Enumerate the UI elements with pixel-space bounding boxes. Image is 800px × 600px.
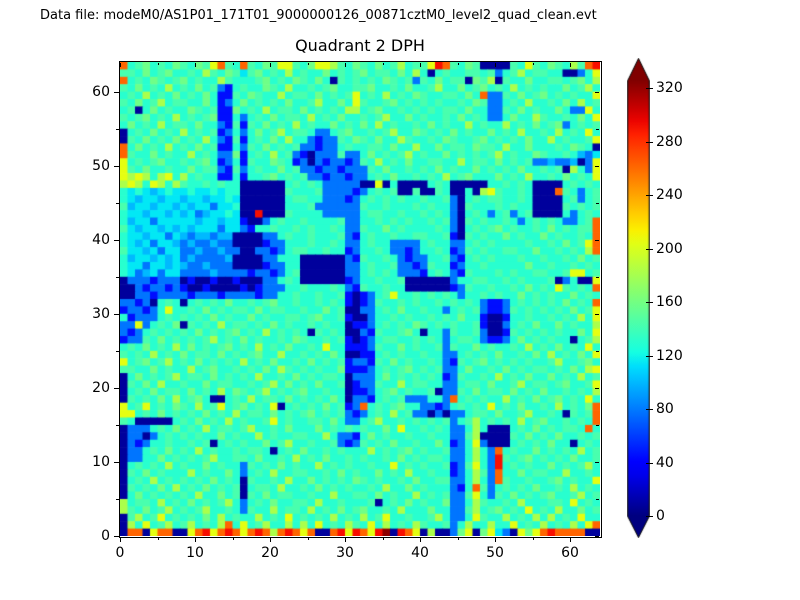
y-major-tick (114, 91, 119, 93)
y-minor-tick (116, 350, 119, 352)
y-right-minor-tick (596, 350, 599, 352)
y-tick-label: 40 (92, 231, 110, 248)
x-top-minor-tick (382, 63, 384, 65)
y-right-tick (595, 536, 599, 537)
colorbar-tick-label: 320 (656, 80, 683, 97)
colorbar: 0 40 80 120 160 200 240 280 320 (627, 58, 707, 538)
y-major-tick (114, 165, 119, 167)
y-major-tick (114, 536, 119, 537)
x-minor-tick (307, 537, 309, 540)
x-major-tick (345, 537, 346, 542)
x-top-tick (495, 63, 496, 67)
y-major-tick (114, 387, 119, 389)
colorbar-tick-label: 0 (656, 508, 665, 524)
x-major-tick (420, 537, 421, 542)
x-top-minor-tick (232, 63, 234, 65)
x-top-tick (270, 63, 271, 67)
x-top-tick (120, 63, 121, 67)
y-right-minor-tick (596, 202, 599, 204)
x-top-minor-tick (457, 63, 459, 65)
x-top-tick (345, 63, 346, 67)
y-major-tick (114, 461, 119, 463)
x-tick-label: 40 (411, 545, 429, 561)
y-major-tick (114, 239, 119, 241)
y-right-tick (595, 165, 599, 167)
x-minor-tick (232, 537, 234, 540)
x-major-tick (495, 537, 496, 542)
colorbar-tick (646, 302, 653, 303)
y-right-tick (595, 387, 599, 389)
y-minor-tick (116, 424, 119, 426)
colorbar-tick-label: 80 (656, 401, 674, 417)
y-minor-tick (116, 128, 119, 130)
colorbar-canvas (627, 58, 650, 538)
x-tick-label: 0 (115, 545, 125, 561)
y-tick-label: 20 (92, 379, 110, 396)
x-tick-label: 50 (486, 545, 504, 561)
colorbar-tick (646, 462, 653, 464)
y-right-minor-tick (596, 276, 599, 278)
y-right-tick (595, 313, 599, 315)
y-right-minor-tick (596, 128, 599, 130)
x-minor-tick (382, 537, 384, 540)
colorbar-tick (646, 409, 653, 410)
x-minor-tick (457, 537, 459, 540)
colorbar-tick-label: 40 (656, 454, 674, 471)
y-right-minor-tick (596, 424, 599, 426)
x-top-minor-tick (532, 63, 534, 65)
colorbar-tick (646, 355, 653, 357)
colorbar-tick-label: 240 (656, 187, 683, 204)
y-right-tick (595, 239, 599, 241)
y-tick-label: 50 (92, 157, 110, 174)
x-top-tick (570, 63, 571, 67)
y-tick-label: 0 (101, 528, 110, 544)
colorbar-tick-label: 200 (656, 240, 683, 257)
x-top-tick (195, 63, 196, 67)
y-right-tick (595, 461, 599, 463)
y-minor-tick (116, 498, 119, 500)
colorbar-tick (646, 195, 653, 197)
x-tick-label: 10 (186, 545, 204, 561)
x-major-tick (195, 537, 196, 542)
x-top-tick (420, 63, 421, 67)
y-tick-label: 30 (92, 305, 110, 322)
x-minor-tick (157, 537, 159, 540)
data-file-label: Data file: modeM0/AS1P01_171T01_90000001… (40, 8, 597, 23)
y-major-tick (114, 313, 119, 315)
heatmap-canvas (120, 62, 600, 536)
y-minor-tick (116, 202, 119, 204)
colorbar-tick (646, 248, 653, 250)
colorbar-tick (646, 88, 653, 90)
y-right-tick (595, 91, 599, 93)
x-major-tick (570, 537, 571, 542)
colorbar-tick-label: 120 (656, 347, 683, 364)
x-major-tick (120, 537, 121, 542)
colorbar-tick-label: 280 (656, 133, 683, 150)
plot-area (119, 61, 602, 538)
colorbar-tick-label: 160 (656, 294, 683, 310)
y-tick-label: 60 (92, 83, 110, 100)
y-right-minor-tick (596, 498, 599, 500)
x-minor-tick (532, 537, 534, 540)
colorbar-tick (646, 141, 653, 143)
y-minor-tick (116, 276, 119, 278)
x-top-minor-tick (157, 63, 159, 65)
x-tick-label: 60 (561, 545, 579, 561)
x-tick-label: 30 (336, 545, 354, 561)
y-tick-label: 10 (92, 453, 110, 470)
x-top-minor-tick (307, 63, 309, 65)
x-major-tick (270, 537, 271, 542)
chart-title: Quadrant 2 DPH (295, 36, 425, 55)
x-tick-label: 20 (261, 545, 279, 561)
colorbar-tick (646, 516, 653, 517)
